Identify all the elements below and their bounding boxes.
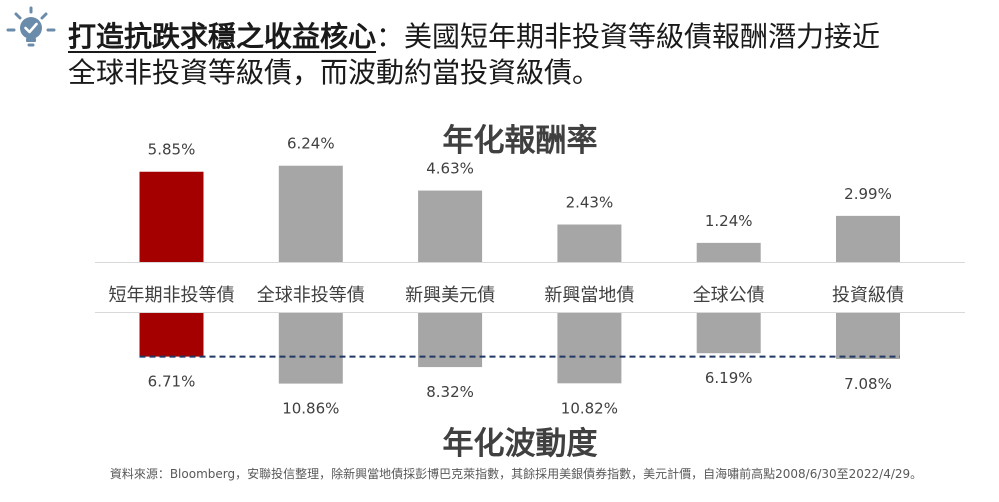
return-bar [418,190,483,262]
return-value-label: 4.63% [426,160,474,178]
category-label: 新興當地債 [544,285,634,306]
category-label: 全球非投等債 [257,285,365,306]
value-unit: % [599,194,613,212]
volatility-bar [278,313,343,384]
return-bar [557,224,622,262]
value-number: 6.19 [705,369,738,387]
volatility-bar [139,313,204,357]
value-unit: % [460,160,474,178]
value-unit: % [325,400,339,418]
value-number: 2.99 [844,185,877,203]
headline-line-2: 全球非投資等級債，而波動約當投資級債。 [68,56,601,89]
value-unit: % [604,399,618,417]
return-bar [836,215,900,262]
value-unit: % [878,185,892,203]
labels-layer: 5.85%6.71%短年期非投等債6.24%10.86%全球非投等債4.63%8… [109,135,905,418]
volatility-value-label: 6.19% [705,369,753,387]
category-label: 短年期非投等債 [109,285,235,306]
volatility-value-label: 8.32% [426,383,474,401]
return-value-label: 2.99% [844,185,892,203]
headline-emphasis: 打造抗跌求穩之收益核心 [68,20,377,53]
volatility-bar [836,313,900,360]
value-number: 10.86 [282,400,325,418]
return-bar [278,165,343,262]
volatility-value-label: 6.71% [148,373,196,391]
value-unit: % [181,141,195,159]
value-number: 6.24 [287,135,320,153]
value-number: 8.32 [426,383,459,401]
lightbulb-check-icon [6,6,56,47]
value-unit: % [460,383,474,401]
volatility-bar [418,313,483,368]
value-number: 10.82 [561,399,604,417]
returns-chart-title: 年化報酬率 [443,123,598,159]
volatility-value-label: 10.82% [561,399,618,417]
value-unit: % [320,135,334,153]
volatility-bar [696,313,761,354]
value-number: 6.71 [148,373,181,391]
bars-layer [139,165,900,384]
volatility-value-label: 10.86% [282,400,339,418]
category-label: 全球公債 [693,285,765,306]
value-number: 4.63 [426,160,459,178]
value-unit: % [181,373,195,391]
headline-line-1: 打造抗跌求穩之收益核心：美國短年期非投資等級債報酬潛力接近 [68,20,880,54]
return-value-label: 2.43% [566,194,614,212]
return-value-label: 6.24% [287,135,335,153]
source-footnote: 資料來源：Bloomberg，安聯投信整理，除新興當地債採彭博巴克萊指數，其餘採… [109,467,923,481]
headline-line-1-rest: ：美國短年期非投資等級債報酬潛力接近 [376,20,881,53]
return-bar [139,171,204,262]
value-number: 1.24 [705,212,738,230]
category-label: 新興美元債 [405,285,495,306]
volatility-bar [557,313,622,384]
value-number: 5.85 [148,141,181,159]
volatility-value-label: 7.08% [844,375,892,393]
value-number: 2.43 [566,194,599,212]
return-bar [696,242,761,262]
return-value-label: 1.24% [705,212,753,230]
return-value-label: 5.85% [148,141,196,159]
value-unit: % [738,212,752,230]
value-unit: % [878,375,892,393]
value-unit: % [738,369,752,387]
value-number: 7.08 [844,375,877,393]
volatility-chart-title: 年化波動度 [443,426,598,462]
category-label: 投資級債 [832,285,904,306]
